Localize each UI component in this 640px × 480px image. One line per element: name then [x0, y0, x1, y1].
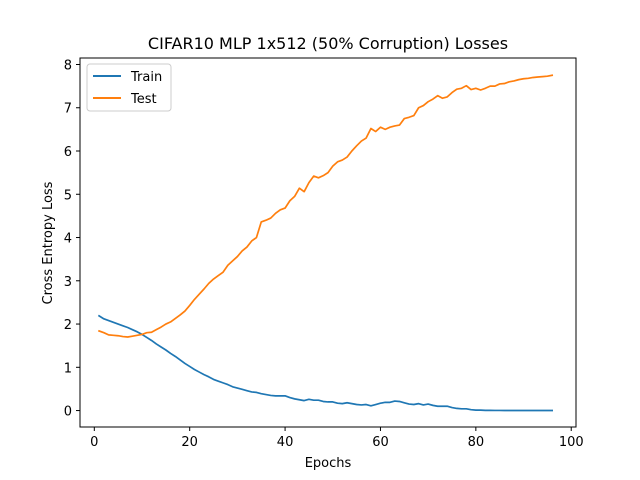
x-tick-label: 100	[559, 435, 584, 450]
x-tick-label: 0	[90, 435, 98, 450]
y-tick-label: 1	[64, 361, 72, 376]
y-tick-label: 6	[64, 145, 72, 160]
x-axis: 0 20 40 60 80 100	[90, 427, 584, 450]
legend-label-test: Test	[130, 92, 157, 107]
x-tick-label: 40	[277, 435, 294, 450]
y-tick-label: 5	[64, 188, 72, 203]
legend-label-train: Train	[130, 70, 162, 85]
series-line-train	[97, 314, 553, 412]
y-tick-label: 7	[64, 102, 72, 117]
y-tick-label: 8	[64, 58, 72, 73]
x-tick-label: 60	[372, 435, 389, 450]
x-tick-label: 20	[181, 435, 198, 450]
legend: Train Test	[86, 63, 172, 112]
x-tick-label: 80	[468, 435, 485, 450]
plot-area	[79, 57, 577, 428]
y-tick-label: 0	[64, 405, 72, 420]
chart-title: CIFAR10 MLP 1x512 (50% Corruption) Losse…	[148, 34, 508, 53]
y-tick-label: 3	[64, 275, 72, 290]
series-line-test	[97, 74, 554, 338]
y-axis-label: Cross Entropy Loss	[41, 181, 56, 304]
x-axis-label: Epochs	[305, 456, 352, 471]
plot-frame	[79, 57, 577, 428]
y-tick-label: 4	[64, 232, 72, 247]
y-axis: 0 1 2 3 4 5 6 7 8	[64, 58, 80, 420]
y-tick-label: 2	[64, 318, 72, 333]
series-layer	[97, 74, 554, 412]
